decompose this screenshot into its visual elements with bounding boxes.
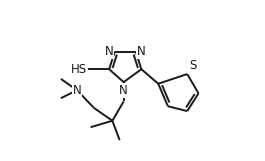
Text: N: N: [104, 45, 113, 58]
Text: S: S: [189, 59, 196, 72]
Text: N: N: [137, 45, 146, 58]
Text: N: N: [119, 84, 128, 97]
Text: N: N: [73, 84, 81, 97]
Text: HS: HS: [71, 63, 87, 76]
